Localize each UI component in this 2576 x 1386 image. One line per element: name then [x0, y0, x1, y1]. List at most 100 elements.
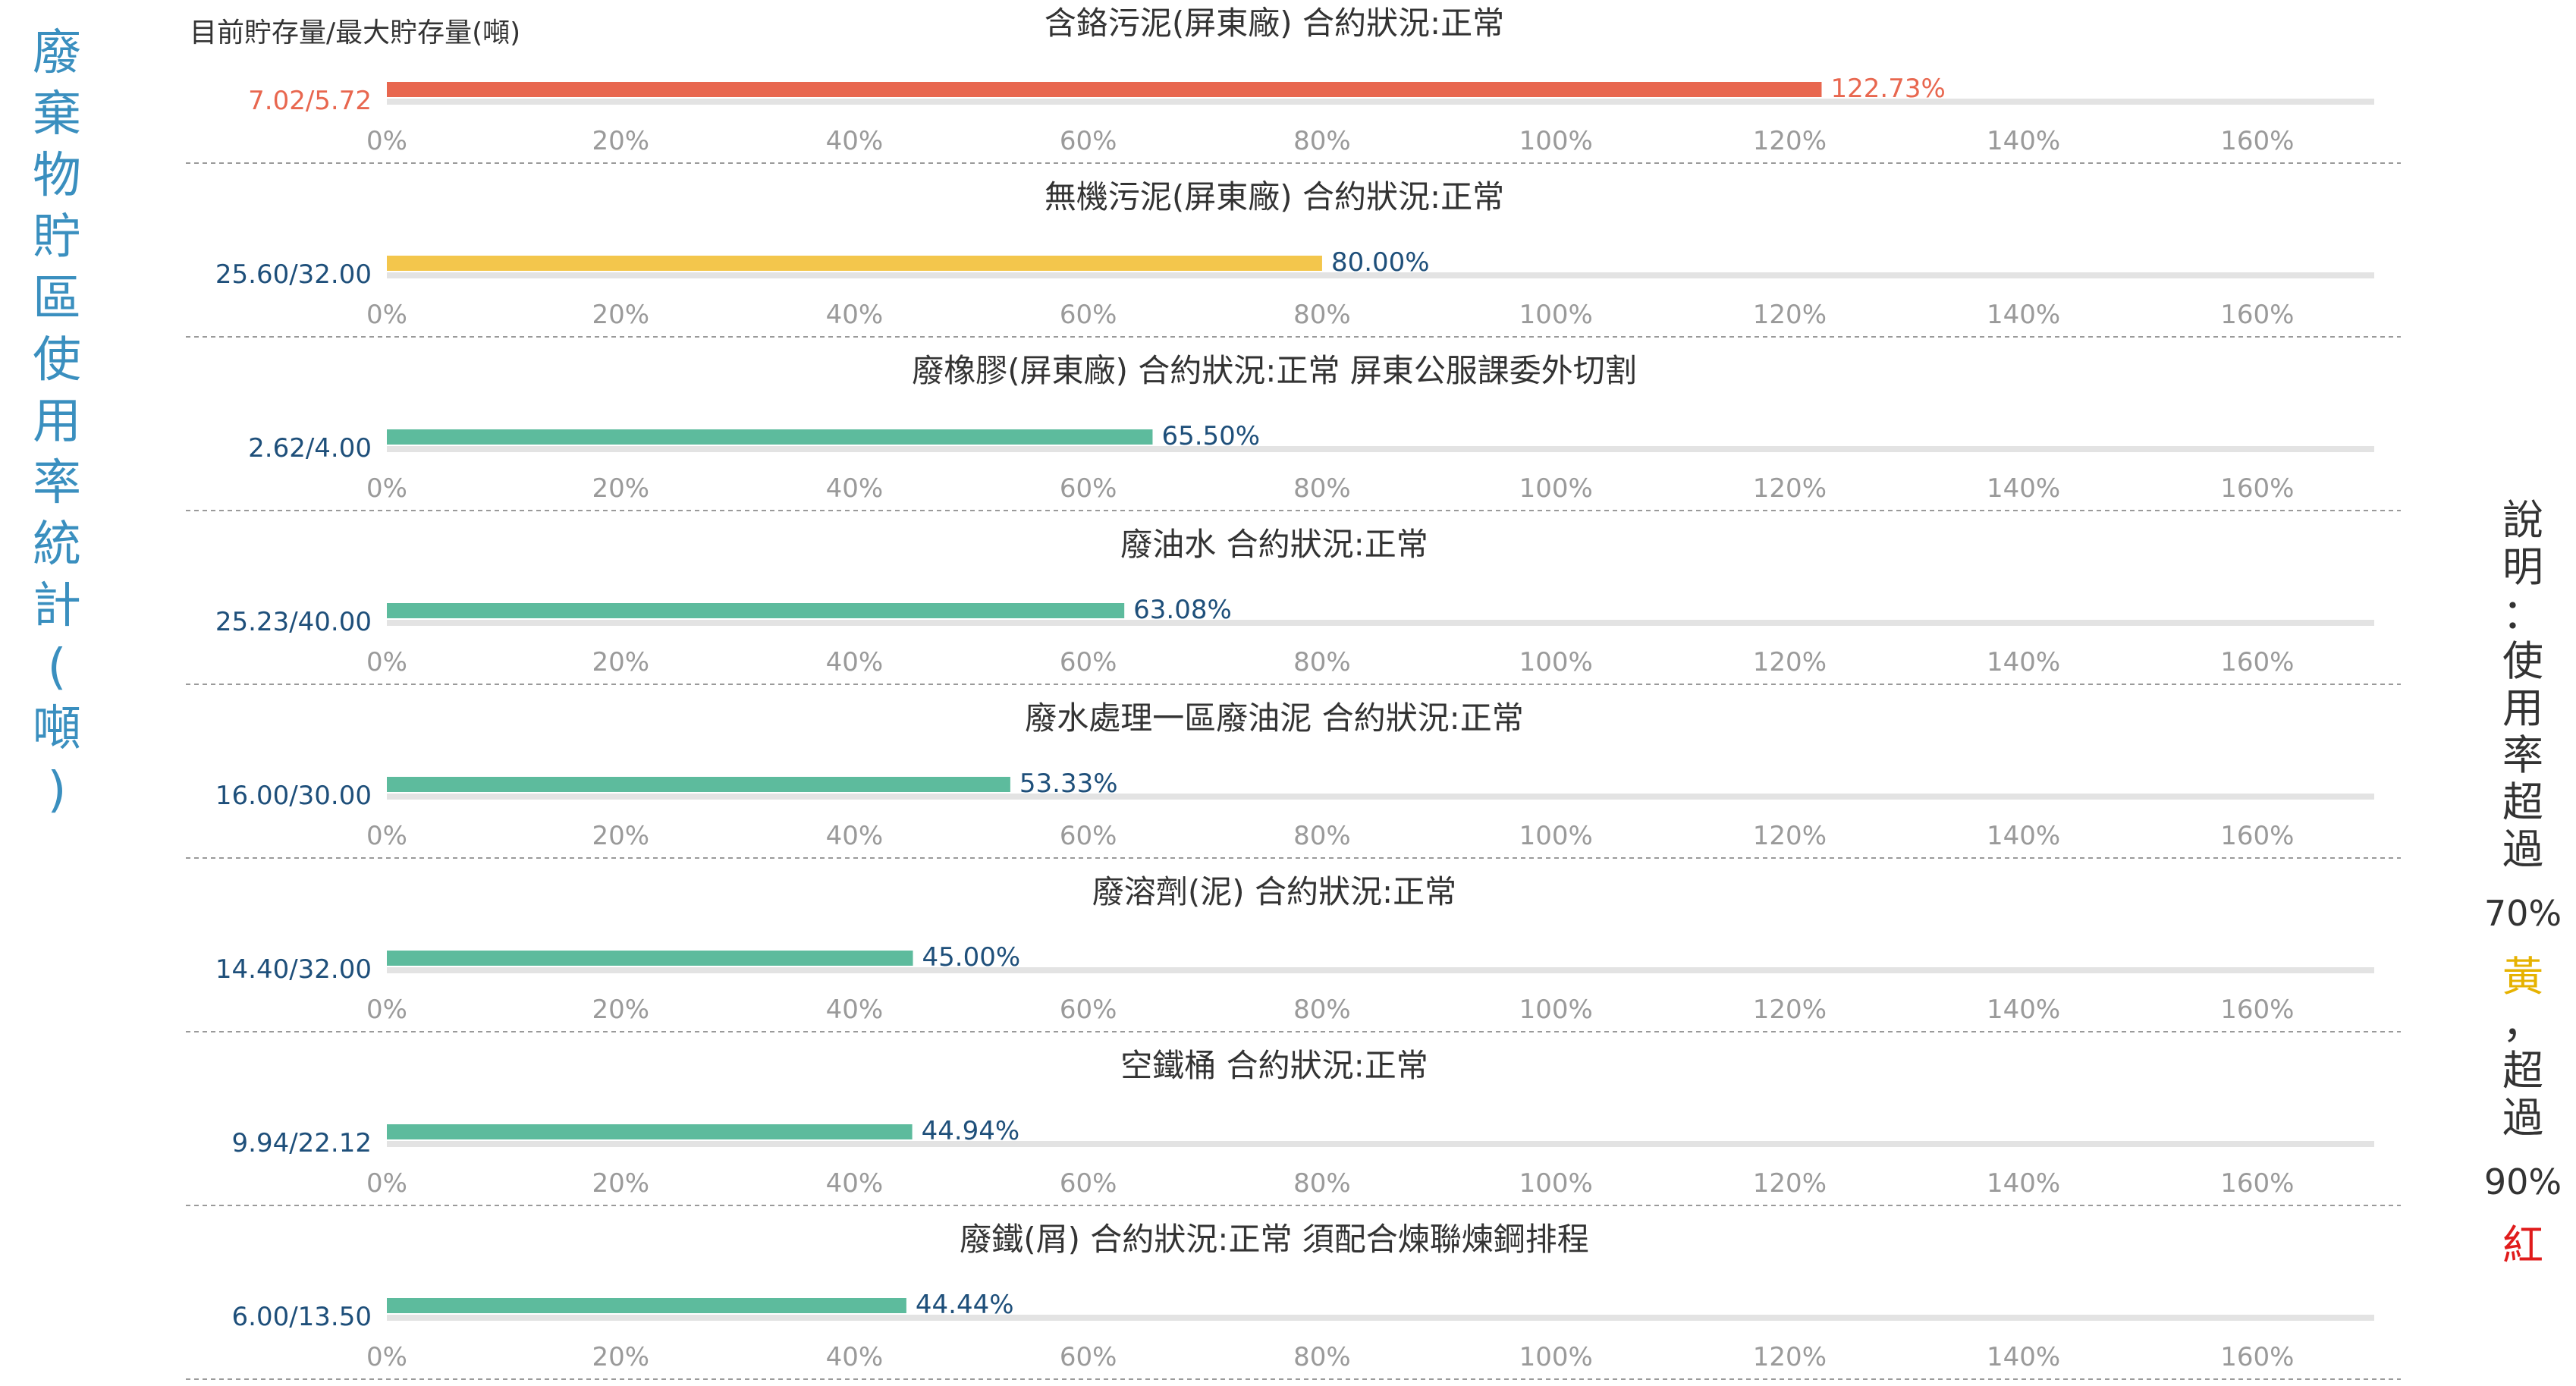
x-tick-label: 0% [366, 1342, 407, 1372]
usage-bar [387, 1124, 913, 1139]
bar-track [387, 967, 2374, 973]
bar-track [387, 1315, 2374, 1321]
x-tick-label: 120% [1753, 126, 1827, 156]
x-tick-label: 40% [826, 995, 884, 1025]
x-tick-label: 40% [826, 126, 884, 156]
x-tick-label: 80% [1293, 473, 1351, 504]
usage-bar [387, 256, 1322, 271]
x-tick-label: 100% [1519, 995, 1593, 1025]
x-tick-label: 60% [1060, 647, 1117, 677]
x-tick-label: 140% [1987, 995, 2060, 1025]
bar-track [387, 272, 2374, 278]
x-tick-label: 160% [2220, 473, 2294, 504]
x-tick-label: 0% [366, 300, 407, 330]
x-tick-label: 120% [1753, 821, 1827, 851]
bar-value-label: 63.08% [1133, 595, 1232, 625]
x-tick-label: 80% [1293, 126, 1351, 156]
x-tick-label: 40% [826, 1168, 884, 1199]
panel-title: 無機污泥(屏東廠) 合約狀況:正常 [1045, 178, 1504, 215]
x-tick-label: 80% [1293, 995, 1351, 1025]
bar-track [387, 620, 2374, 626]
usage-bar [387, 1298, 906, 1313]
x-tick-label: 0% [366, 1168, 407, 1199]
x-tick-label: 100% [1519, 1342, 1593, 1372]
x-tick-label: 160% [2220, 1342, 2294, 1372]
x-tick-label: 60% [1060, 473, 1117, 504]
panel-title: 空鐵桶 合約狀況:正常 [1120, 1047, 1428, 1084]
legend-prefix: 說明：使用率超過 [2502, 496, 2543, 873]
x-tick-label: 40% [826, 300, 884, 330]
x-tick-label: 100% [1519, 1168, 1593, 1199]
bar-value-label: 53.33% [1019, 768, 1118, 799]
x-tick-label: 60% [1060, 1342, 1117, 1372]
x-tick-label: 40% [826, 821, 884, 851]
x-tick-label: 100% [1519, 126, 1593, 156]
x-tick-label: 60% [1060, 821, 1117, 851]
legend-separator: ，超過 [2502, 1000, 2543, 1142]
legend-warn-label: 黃 [2502, 953, 2543, 1001]
x-tick-label: 160% [2220, 647, 2294, 677]
panel-title: 含鉻污泥(屏東廠) 合約狀況:正常 [1045, 5, 1504, 42]
x-tick-label: 40% [826, 1342, 884, 1372]
panel-title: 廢溶劑(泥) 合約狀況:正常 [1092, 873, 1456, 910]
x-tick-label: 20% [592, 126, 649, 156]
x-tick-label: 140% [1987, 300, 2060, 330]
usage-bar [387, 603, 1125, 618]
panel-title: 廢鐵(屑) 合約狀況:正常 須配合煉聯煉鋼排程 [960, 1221, 1589, 1258]
page-title: 廢棄物貯區使用率統計(噸) [33, 25, 81, 819]
x-tick-label: 0% [366, 473, 407, 504]
usage-bar [387, 777, 1010, 792]
legend-warn-pct: 70% [2483, 893, 2562, 934]
bar-track [387, 446, 2374, 452]
x-tick-label: 0% [366, 126, 407, 156]
storage-ratio-label: 25.23/40.00 [215, 607, 372, 637]
x-tick-label: 20% [592, 1168, 649, 1199]
x-tick-label: 20% [592, 473, 649, 504]
x-tick-label: 140% [1987, 1342, 2060, 1372]
bar-value-label: 65.50% [1161, 421, 1260, 451]
panel-title: 廢水處理一區廢油泥 合約狀況:正常 [1025, 699, 1524, 737]
x-tick-label: 160% [2220, 1168, 2294, 1199]
x-tick-label: 0% [366, 647, 407, 677]
bar-value-label: 80.00% [1331, 247, 1430, 278]
x-tick-label: 20% [592, 995, 649, 1025]
x-tick-label: 140% [1987, 1168, 2060, 1199]
x-tick-label: 100% [1519, 821, 1593, 851]
x-tick-label: 100% [1519, 647, 1593, 677]
storage-ratio-label: 9.94/22.12 [232, 1128, 372, 1158]
storage-ratio-label: 6.00/13.50 [232, 1302, 372, 1332]
x-tick-label: 120% [1753, 647, 1827, 677]
x-tick-label: 80% [1293, 821, 1351, 851]
x-tick-label: 60% [1060, 995, 1117, 1025]
x-tick-label: 160% [2220, 995, 2294, 1025]
x-tick-label: 80% [1293, 300, 1351, 330]
usage-bar [387, 951, 913, 966]
x-tick-label: 120% [1753, 1342, 1827, 1372]
x-tick-label: 0% [366, 995, 407, 1025]
usage-bar [387, 429, 1153, 445]
storage-ratio-label: 16.00/30.00 [215, 781, 372, 811]
usage-charts: 目前貯存量/最大貯存量(噸) 含鉻污泥(屏東廠) 合約狀況:正常 122.73% 7.… [186, 5, 2401, 1380]
x-tick-label: 80% [1293, 1168, 1351, 1199]
storage-ratio-label: 2.62/4.00 [248, 433, 372, 464]
bar-value-label: 122.73% [1830, 74, 1945, 104]
x-tick-label: 120% [1753, 473, 1827, 504]
x-tick-label: 60% [1060, 300, 1117, 330]
bar-value-label: 45.00% [922, 942, 1021, 973]
x-tick-label: 160% [2220, 821, 2294, 851]
legend-danger-label: 紅 [2502, 1221, 2543, 1269]
x-tick-label: 120% [1753, 995, 1827, 1025]
x-tick-label: 140% [1987, 821, 2060, 851]
bar-track [387, 1141, 2374, 1147]
bar-value-label: 44.44% [916, 1290, 1014, 1320]
legend-danger-pct: 90% [2483, 1161, 2562, 1202]
panel-title: 廢橡膠(屏東廠) 合約狀況:正常 屏東公服課委外切割 [912, 352, 1637, 389]
x-tick-label: 80% [1293, 647, 1351, 677]
x-tick-label: 100% [1519, 473, 1593, 504]
x-tick-label: 140% [1987, 647, 2060, 677]
storage-ratio-label: 25.60/32.00 [215, 259, 372, 290]
legend-note: 說明：使用率超過 70% 黃 ，超過 90% 紅 [2483, 496, 2562, 1269]
x-tick-label: 40% [826, 647, 884, 677]
x-tick-label: 160% [2220, 300, 2294, 330]
